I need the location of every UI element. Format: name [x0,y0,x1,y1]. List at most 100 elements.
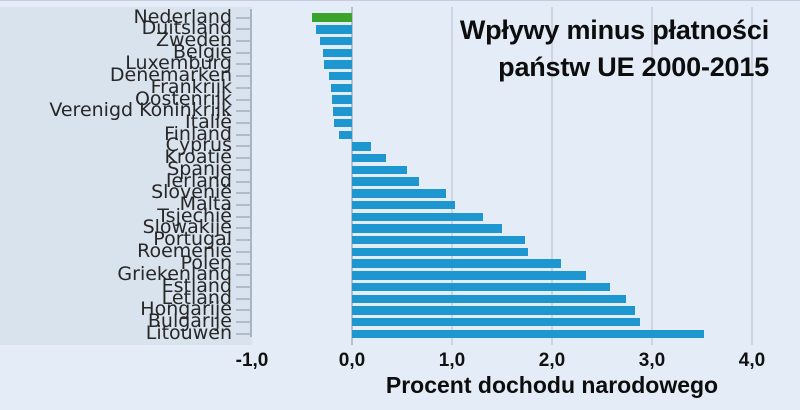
category-label: Frankrijk [150,75,232,98]
bar [352,212,483,221]
bar [333,107,352,116]
y-axis-line [250,9,252,337]
y-tick [236,250,250,253]
gridline [751,7,753,345]
category-label: Luxemburg [125,52,232,75]
y-tick [236,297,250,300]
category-label: Finland [164,122,232,145]
y-tick [236,180,250,183]
y-tick [236,274,250,277]
category-label: Duitsland [141,17,232,40]
bar [352,142,371,151]
bar [352,317,640,327]
category-label: Malta [179,193,232,216]
x-tick-label: -1,0 [235,350,269,371]
y-tick [236,309,250,312]
category-label: Kroatië [164,146,232,169]
bar [323,48,352,57]
bar [339,130,352,139]
y-tick [236,122,250,125]
chart-title-line1: Wpływy minus płatności [459,15,769,45]
y-tick [236,98,250,101]
category-label: Hongarije [140,298,232,321]
chart-title: Wpływy minus płatności państw UE 2000-20… [460,12,769,86]
bar [352,165,407,175]
y-tick [236,110,250,113]
bar [331,83,352,93]
category-label: Litouwen [145,322,232,345]
y-tick [236,286,250,289]
x-axis-title: Procent dochodu narodowego [385,372,719,398]
bar [352,306,635,315]
x-tick-label: 3,0 [638,350,666,371]
category-label: Tsjechië [157,204,232,227]
gridline [551,7,553,345]
bar [312,13,352,22]
category-label: Bulgarije [147,310,232,333]
category-label: Spanje [167,158,232,181]
category-label: Denemarken [109,64,232,87]
y-tick [236,204,250,207]
category-label: Verenigd Koninkrijk [49,99,232,122]
bar [329,71,352,81]
y-tick [236,239,250,242]
bar [352,259,561,268]
category-label: Cyprus [165,134,232,157]
y-tick [236,133,250,136]
zero-gridline [351,7,353,345]
gridline [451,7,453,345]
category-label: Slovenië [151,181,232,204]
y-tick [236,321,250,324]
category-label: Estland [161,275,232,298]
category-label: Oostenrijk [134,87,232,110]
bar [352,189,446,198]
category-label: Letland [161,286,232,309]
bar [352,329,704,339]
bar [332,95,352,104]
bar [352,224,502,233]
y-tick [236,215,250,218]
y-tick [236,75,250,78]
bar [324,60,352,69]
bar [334,118,352,128]
y-tick [236,192,250,195]
category-label: Polen [180,251,232,274]
y-tick [236,145,250,148]
category-label: Portugal [153,228,232,251]
x-tick-label: 0,0 [338,350,366,371]
chart-title-line2: państw UE 2000-2015 [498,52,769,82]
bar [352,153,386,163]
category-label: Roemenië [137,240,232,263]
category-label-band [0,7,252,345]
y-tick [236,28,250,31]
y-tick [236,63,250,66]
x-tick-label: 2,0 [538,350,566,371]
y-tick [236,86,250,89]
bar [352,282,610,292]
bar [352,200,455,210]
category-label: Ierland [165,169,232,192]
y-tick [236,168,250,171]
y-tick [236,157,250,160]
gridline [651,7,653,345]
y-tick [236,262,250,265]
category-label: Nederland [133,5,233,28]
bar [352,177,419,186]
y-tick [236,16,250,19]
y-tick [236,51,250,54]
x-tick-label: 4,0 [738,350,766,371]
category-label: Zweden [155,29,232,52]
category-label: Italië [185,111,232,134]
bar [320,36,352,46]
category-label: Slowakije [142,216,232,239]
bar [352,271,586,280]
category-label: Griekenland [117,263,232,286]
y-tick [236,332,250,335]
y-tick [236,227,250,230]
bar [352,235,525,245]
x-tick-label: 1,0 [438,350,466,371]
category-label: België [172,40,232,63]
bar [316,25,352,34]
